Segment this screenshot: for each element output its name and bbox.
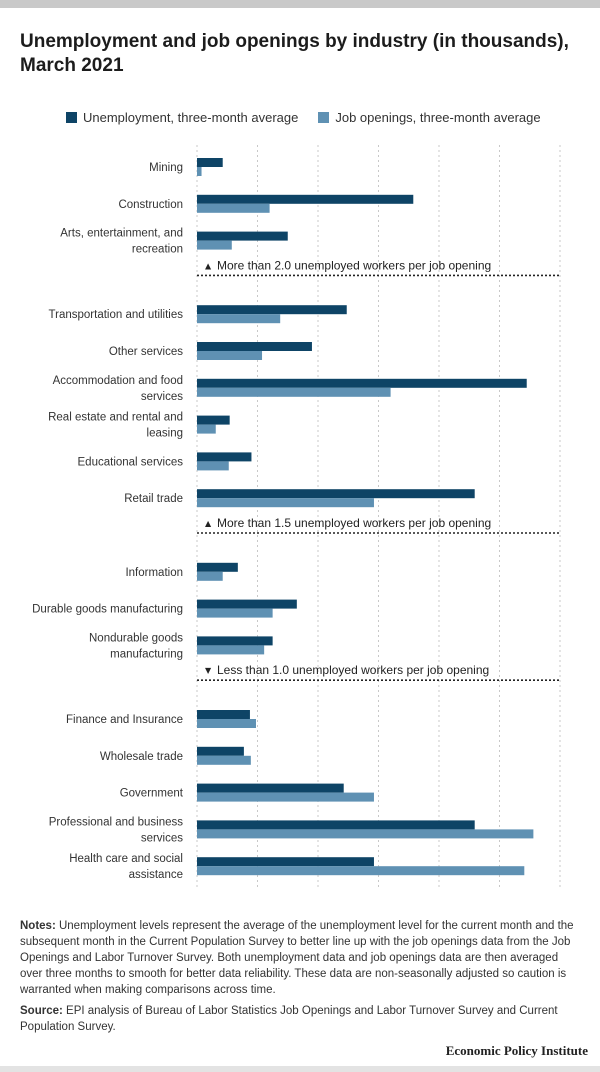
category-label: Professional and business services — [49, 816, 183, 844]
category-label: Other services — [109, 346, 183, 358]
category-label: Educational services — [78, 456, 184, 468]
threshold-label: More than 1.5 unemployed workers per job… — [217, 516, 491, 530]
category-label-line: manufacturing — [110, 648, 183, 660]
bar-unemployment — [197, 158, 223, 167]
bar-job-openings — [197, 461, 229, 471]
bar-job-openings — [197, 203, 270, 213]
notes: Notes: Unemployment levels represent the… — [20, 918, 580, 998]
category-label-line: Accommodation and food — [53, 375, 183, 387]
category-label-line: Wholesale trade — [100, 751, 183, 763]
bar-job-openings — [197, 608, 273, 618]
category-label: Construction — [118, 199, 183, 211]
bar-job-openings — [197, 424, 216, 434]
bar-job-openings — [197, 645, 265, 655]
category-label-line: Transportation and utilities — [49, 309, 184, 321]
legend-swatch-openings — [318, 112, 330, 123]
source: Source: EPI analysis of Bureau of Labor … — [20, 1003, 580, 1035]
category-label: Durable goods manufacturing — [32, 604, 183, 616]
category-label: Transportation and utilities — [49, 309, 184, 321]
legend-label-openings: Job openings, three-month average — [335, 110, 541, 125]
source-label: Source: — [20, 1005, 63, 1017]
bar-unemployment — [197, 599, 297, 609]
bar-job-openings — [197, 829, 534, 839]
bar-unemployment — [197, 746, 244, 756]
bar-job-openings — [197, 755, 251, 765]
category-label-line: Nondurable goods — [89, 632, 183, 644]
bar-job-openings — [197, 866, 525, 876]
bar-job-openings — [197, 351, 263, 360]
category-label-line: Durable goods manufacturing — [32, 604, 183, 616]
category-label-line: Mining — [149, 162, 183, 174]
category-label-line: Health care and social — [69, 853, 183, 865]
bar-unemployment — [197, 305, 347, 315]
category-label-line: assistance — [129, 869, 183, 881]
category-label-line: Real estate and rental and — [48, 412, 183, 424]
notes-text: Unemployment levels represent the averag… — [20, 920, 574, 996]
bar-unemployment — [197, 452, 252, 462]
bar-unemployment — [197, 342, 312, 351]
category-label: Retail trade — [124, 493, 183, 505]
chart-legend: Unemployment, three-month average Job op… — [66, 110, 561, 125]
bar-unemployment — [197, 194, 414, 204]
bar-unemployment — [197, 857, 374, 867]
bar-job-openings — [197, 498, 374, 508]
bar-chart: Mining Construction Arts, entertainment, a… — [32, 145, 561, 889]
legend-item-openings: Job openings, three-month average — [318, 110, 541, 125]
category-label: Real estate and rental and leasing — [48, 412, 183, 440]
category-label-line: Finance and Insurance — [66, 714, 183, 726]
bar-job-openings — [197, 167, 202, 176]
legend-item-unemployment: Unemployment, three-month average — [66, 110, 298, 125]
legend-swatch-unemployment — [66, 112, 77, 123]
bar-unemployment — [197, 783, 344, 793]
bar-unemployment — [197, 562, 238, 572]
bar-job-openings — [197, 387, 391, 397]
category-label-line: leasing — [147, 428, 183, 440]
category-label-line: Other services — [109, 346, 183, 358]
publisher-credit: Economic Policy Institute — [445, 1043, 588, 1058]
category-label: Wholesale trade — [100, 751, 183, 763]
bar-job-openings — [197, 792, 374, 802]
bar-job-openings — [197, 571, 223, 581]
bar-unemployment — [197, 378, 527, 388]
category-label-line: Retail trade — [124, 493, 183, 505]
down-triangle-icon: ▼ — [205, 666, 212, 675]
bottom-border — [0, 1066, 600, 1072]
top-border — [0, 0, 600, 8]
category-label-line: Educational services — [78, 456, 184, 468]
up-triangle-icon: ▲ — [205, 519, 212, 528]
notes-label: Notes: — [20, 920, 56, 932]
bar-unemployment — [197, 415, 230, 425]
bar-unemployment — [197, 231, 288, 241]
category-label: Information — [125, 567, 183, 579]
category-label: Arts, entertainment, and recreation — [60, 228, 183, 256]
category-label-line: Government — [120, 788, 184, 800]
category-label: Finance and Insurance — [66, 714, 183, 726]
category-label: Accommodation and food services — [53, 375, 184, 403]
bar-unemployment — [197, 710, 250, 719]
category-label-line: Information — [125, 567, 183, 579]
bar-job-openings — [197, 314, 281, 324]
bar-job-openings — [197, 719, 256, 728]
up-triangle-icon: ▲ — [205, 261, 212, 270]
category-label: Government — [120, 788, 184, 800]
bar-unemployment — [197, 820, 475, 830]
chart-title: Unemployment and job openings by industr… — [20, 31, 569, 76]
category-label-line: services — [141, 391, 183, 403]
legend-label-unemployment: Unemployment, three-month average — [83, 110, 299, 125]
source-text: EPI analysis of Bureau of Labor Statisti… — [20, 1005, 558, 1033]
category-label: Mining — [149, 162, 183, 174]
category-label-line: Professional and business — [49, 816, 183, 828]
category-label-line: recreation — [132, 244, 183, 256]
bar-job-openings — [197, 240, 232, 250]
threshold-label: Less than 1.0 unemployed workers per job… — [217, 663, 489, 677]
category-label-line: Arts, entertainment, and — [60, 228, 183, 240]
category-label-line: Construction — [118, 199, 183, 211]
category-label: Health care and social assistance — [69, 853, 183, 881]
threshold-label: More than 2.0 unemployed workers per job… — [217, 258, 491, 272]
category-label: Nondurable goods manufacturing — [89, 632, 183, 660]
bar-unemployment — [197, 489, 475, 499]
bar-unemployment — [197, 636, 273, 646]
category-label-line: services — [141, 832, 183, 844]
